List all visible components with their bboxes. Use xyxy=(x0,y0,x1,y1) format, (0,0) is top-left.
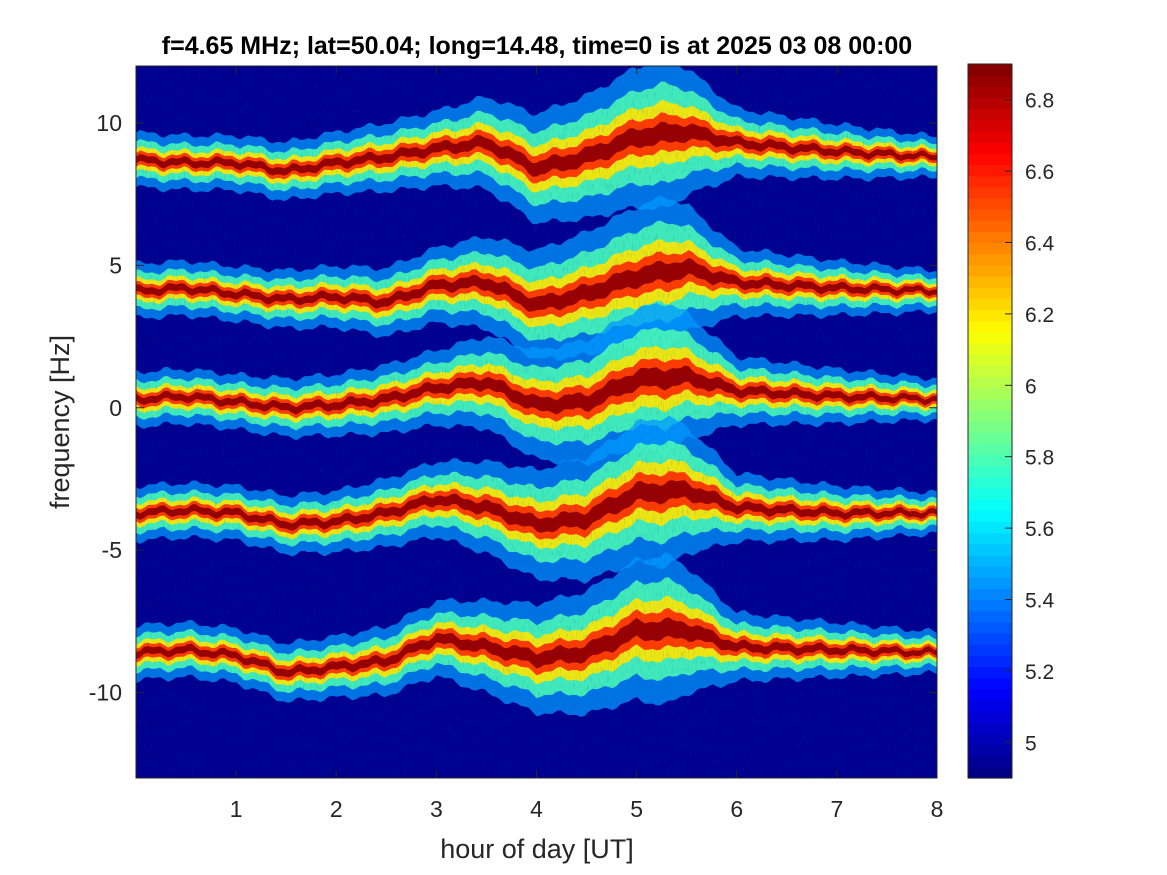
colorbar-step xyxy=(968,588,1012,601)
colorbar-step xyxy=(968,532,1012,545)
colorbar-step xyxy=(968,231,1012,244)
colorbar-step xyxy=(968,331,1012,344)
colorbar-step xyxy=(968,599,1012,612)
colorbar-step xyxy=(968,75,1012,87)
colorbar-step xyxy=(968,554,1012,567)
y-tick-label: 10 xyxy=(96,110,122,136)
colorbar-step xyxy=(968,476,1012,489)
colorbar-step xyxy=(968,521,1012,534)
colorbar-step xyxy=(968,543,1012,556)
colorbar-step xyxy=(968,287,1012,299)
colorbar-gradient xyxy=(968,64,1012,779)
colorbar-step xyxy=(968,454,1012,467)
colorbar-step xyxy=(968,86,1012,99)
colorbar-step xyxy=(968,264,1012,277)
colorbar: 5 5.2 5.4 5.6 5.8 6 6.2 6.4 6.6 6.8 xyxy=(967,63,1055,779)
colorbar-step xyxy=(968,421,1012,433)
x-tick-label: 4 xyxy=(530,796,543,822)
colorbar-ticks: 5 5.2 5.4 5.6 5.8 6 6.2 6.4 6.6 6.8 xyxy=(1005,90,1055,755)
colorbar-tick-label: 6 xyxy=(1025,375,1037,398)
colorbar-step xyxy=(968,64,1012,76)
colorbar-step xyxy=(968,97,1012,110)
colorbar-step xyxy=(968,655,1012,668)
colorbar-step xyxy=(968,164,1012,177)
colorbar-step xyxy=(968,175,1012,188)
colorbar-step xyxy=(968,666,1012,679)
colorbar-step xyxy=(968,108,1012,121)
colorbar-step xyxy=(968,320,1012,333)
chart-title: f=4.65 MHz; lat=50.04; long=14.48, time=… xyxy=(162,32,912,60)
colorbar-step xyxy=(968,432,1012,444)
colorbar-step xyxy=(968,755,1012,768)
x-axis: 1 2 3 4 5 6 7 8 xyxy=(230,66,944,822)
colorbar-tick-label: 5.2 xyxy=(1025,661,1054,684)
colorbar-step xyxy=(968,688,1012,701)
colorbar-step xyxy=(968,577,1012,589)
colorbar-step xyxy=(968,153,1012,166)
colorbar-step xyxy=(968,733,1012,746)
y-tick-label: 5 xyxy=(109,252,122,278)
x-tick-label: 5 xyxy=(630,796,643,822)
colorbar-step xyxy=(968,744,1012,757)
colorbar-tick-label: 5.8 xyxy=(1025,447,1054,470)
x-tick-label: 8 xyxy=(931,796,944,822)
colorbar-tick-label: 5.6 xyxy=(1025,518,1054,541)
colorbar-step xyxy=(968,309,1012,322)
y-axis-label: frequency [Hz] xyxy=(45,335,75,509)
colorbar-tick-label: 6.8 xyxy=(1025,90,1054,113)
colorbar-step xyxy=(968,621,1012,634)
colorbar-step xyxy=(968,142,1012,154)
colorbar-step xyxy=(968,398,1012,411)
colorbar-step xyxy=(968,387,1012,400)
colorbar-step xyxy=(968,499,1012,511)
colorbar-step xyxy=(968,354,1012,366)
colorbar-step xyxy=(968,699,1012,712)
plot-texture xyxy=(136,66,937,778)
colorbar-step xyxy=(968,632,1012,645)
colorbar-step xyxy=(968,365,1012,377)
x-tick-label: 2 xyxy=(330,796,343,822)
colorbar-step xyxy=(968,766,1012,779)
colorbar-step xyxy=(968,677,1012,690)
x-tick-label: 3 xyxy=(430,796,443,822)
colorbar-tick-label: 5 xyxy=(1025,732,1037,755)
colorbar-step xyxy=(968,443,1012,456)
colorbar-step xyxy=(968,242,1012,255)
colorbar-step xyxy=(968,510,1012,523)
colorbar-step xyxy=(968,409,1012,422)
colorbar-step xyxy=(968,342,1012,355)
x-tick-label: 6 xyxy=(730,796,743,822)
x-tick-label: 1 xyxy=(230,796,243,822)
colorbar-step xyxy=(968,220,1012,232)
colorbar-step xyxy=(968,209,1012,221)
colorbar-step xyxy=(968,610,1012,623)
plot-area xyxy=(136,66,937,778)
colorbar-step xyxy=(968,711,1012,723)
x-tick-label: 7 xyxy=(830,796,843,822)
colorbar-step xyxy=(968,566,1012,578)
y-tick-label: 0 xyxy=(109,395,122,421)
colorbar-step xyxy=(968,253,1012,266)
colorbar-tick-label: 6.4 xyxy=(1025,233,1055,256)
colorbar-step xyxy=(968,487,1012,500)
colorbar-step xyxy=(968,275,1012,288)
y-tick-label: -5 xyxy=(102,537,122,563)
colorbar-step xyxy=(968,298,1012,311)
y-axis: -10 -5 0 5 10 xyxy=(89,110,937,706)
x-axis-label: hour of day [UT] xyxy=(440,834,634,864)
colorbar-tick-label: 5.4 xyxy=(1025,590,1055,613)
colorbar-step xyxy=(968,644,1012,656)
colorbar-step xyxy=(968,130,1012,143)
colorbar-step xyxy=(968,197,1012,210)
colorbar-step xyxy=(968,465,1012,478)
colorbar-tick-label: 6.6 xyxy=(1025,161,1054,184)
colorbar-step xyxy=(968,119,1012,132)
colorbar-step xyxy=(968,722,1012,734)
colorbar-step xyxy=(968,186,1012,199)
colorbar-step xyxy=(968,376,1012,389)
colorbar-frame xyxy=(967,63,1013,779)
colorbar-tick-label: 6.2 xyxy=(1025,304,1054,327)
y-tick-label: -10 xyxy=(89,680,122,706)
